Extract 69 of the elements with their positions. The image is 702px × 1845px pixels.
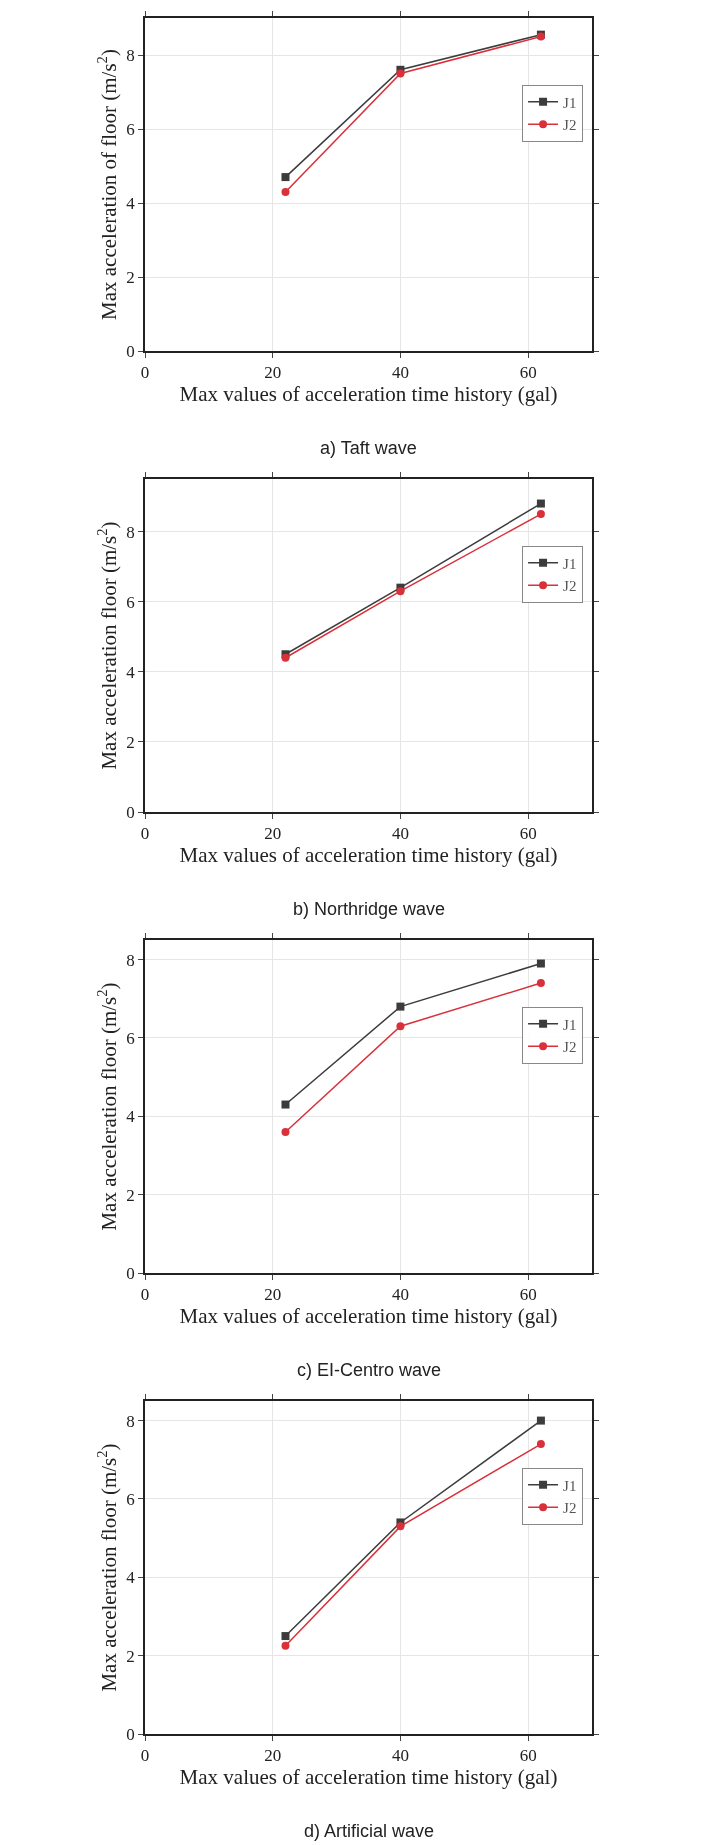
y-tick-label: 6	[126, 119, 135, 139]
text: c) EI-Centro wave	[297, 1360, 442, 1380]
y-tick-label: 2	[126, 1185, 135, 1205]
y-tick-label: 6	[126, 1028, 135, 1048]
y-tick-label: 0	[126, 1724, 135, 1744]
x-tick-label: 40	[391, 824, 409, 844]
y-tick-label: 2	[126, 267, 135, 287]
point	[281, 187, 290, 196]
legend-label: J1	[563, 1016, 577, 1033]
y-tick-label: 4	[126, 662, 136, 682]
y-tick-label: 4	[126, 193, 136, 213]
y-tick-label: 2	[126, 1646, 135, 1666]
y-tick-label: 6	[126, 592, 135, 612]
point	[396, 69, 405, 78]
y-tick-label: 8	[126, 1411, 135, 1431]
x-axis-title: Max values of acceleration time history (gal)	[179, 1765, 558, 1790]
point	[396, 587, 405, 596]
legend-label: J2	[563, 578, 577, 595]
y-tick-label: 8	[126, 522, 135, 542]
x-tick-label: 0	[140, 1746, 150, 1766]
y-tick-label: 4	[126, 1107, 136, 1127]
point	[536, 1440, 545, 1449]
legend-label: J1	[563, 1477, 577, 1494]
x-tick-label: 20	[264, 1746, 282, 1766]
point	[536, 959, 545, 968]
point	[536, 1416, 545, 1425]
y-tick-label: 4	[126, 1568, 136, 1588]
x-tick-label: 0	[140, 1285, 150, 1305]
text: a) Taft wave	[320, 438, 417, 458]
x-tick-label: 60	[519, 363, 537, 383]
point	[396, 1002, 405, 1011]
x-tick-label: 40	[391, 1285, 409, 1305]
y-tick-label: 0	[126, 1263, 135, 1283]
point	[281, 1632, 290, 1641]
x-tick-label: 0	[140, 363, 150, 383]
x-axis-title: Max values of acceleration time history (gal)	[179, 382, 558, 407]
x-axis-title: Max values of acceleration time history (gal)	[179, 843, 558, 868]
point	[536, 979, 545, 988]
y-tick-label: 8	[126, 950, 135, 970]
legend-label: J2	[563, 1039, 577, 1056]
point	[281, 1100, 290, 1109]
x-tick-label: 60	[519, 1285, 537, 1305]
x-tick-label: 40	[391, 363, 409, 383]
x-tick-label: 40	[391, 1746, 409, 1766]
legend-label: J2	[563, 117, 577, 134]
x-tick-label: 20	[264, 824, 282, 844]
legend-label: J2	[563, 1500, 577, 1517]
x-tick-label: 20	[264, 363, 282, 383]
x-tick-label: 60	[519, 824, 537, 844]
text: b) Northridge wave	[293, 899, 446, 919]
point	[536, 510, 545, 519]
legend-label: J1	[563, 94, 577, 111]
x-tick-label: 60	[519, 1746, 537, 1766]
x-axis-title: Max values of acceleration time history (gal)	[179, 1304, 558, 1329]
x-tick-label: 0	[140, 824, 150, 844]
y-tick-label: 6	[126, 1489, 135, 1509]
y-tick-label: 0	[126, 341, 135, 361]
point	[281, 173, 290, 182]
y-tick-label: 8	[126, 45, 135, 65]
point	[281, 1641, 290, 1650]
y-tick-label: 0	[126, 802, 135, 822]
y-tick-label: 2	[126, 732, 135, 752]
x-tick-label: 20	[264, 1285, 282, 1305]
point	[281, 1127, 290, 1136]
point	[396, 1022, 405, 1031]
legend-label: J1	[563, 555, 577, 572]
text: d) Artificial wave	[304, 1821, 435, 1841]
point	[536, 499, 545, 508]
point	[396, 1522, 405, 1531]
